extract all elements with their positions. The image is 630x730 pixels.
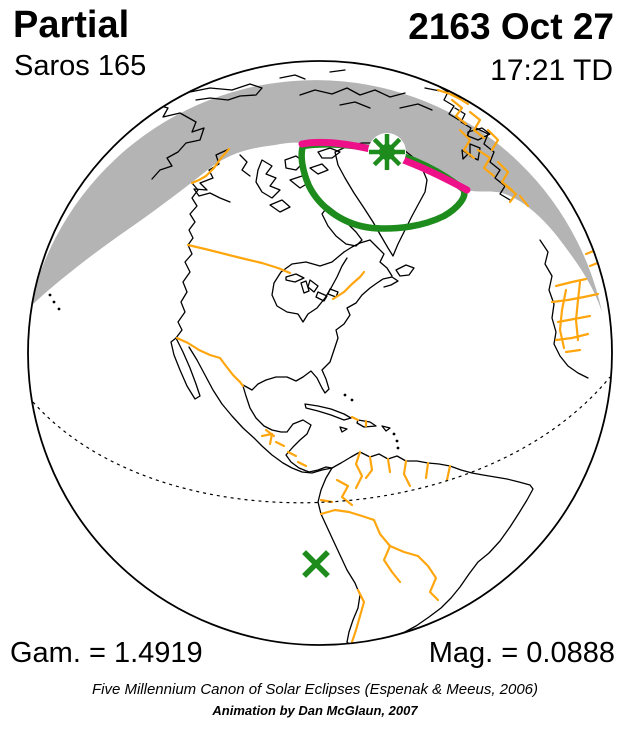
coastlines bbox=[48, 69, 589, 645]
eclipse-position-x-icon bbox=[302, 550, 330, 578]
eclipse-limit-line-east bbox=[394, 154, 471, 194]
gamma-value: Gam. = 1.4919 bbox=[10, 637, 203, 669]
greatest-eclipse-sun-icon bbox=[369, 134, 405, 170]
source-caption: Five Millennium Canon of Solar Eclipses … bbox=[91, 681, 539, 698]
country-borders bbox=[175, 88, 602, 644]
time-label: 17:21 TD bbox=[490, 54, 613, 87]
eclipse-type-label: Partial bbox=[13, 4, 130, 46]
magnitude-value: Mag. = 0.0888 bbox=[428, 637, 615, 669]
equator-line bbox=[32, 376, 611, 504]
credit-caption: Animation by Dan McGlaun, 2007 bbox=[212, 703, 418, 718]
date-label: 2163 Oct 27 bbox=[408, 6, 614, 47]
night-shading bbox=[30, 80, 602, 313]
globe-outline bbox=[27, 60, 613, 646]
saros-label: Saros 165 bbox=[14, 50, 147, 82]
eclipse-overlay bbox=[298, 133, 471, 578]
